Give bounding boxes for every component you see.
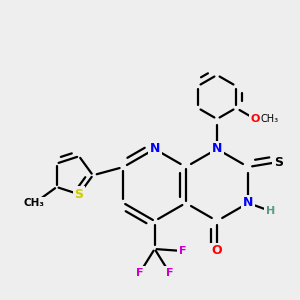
Text: S: S xyxy=(274,155,283,169)
Text: F: F xyxy=(179,246,186,256)
Text: O: O xyxy=(212,244,222,257)
Text: N: N xyxy=(212,142,222,155)
Text: CH₃: CH₃ xyxy=(23,199,44,208)
Text: S: S xyxy=(74,188,83,201)
Text: F: F xyxy=(166,268,173,278)
Text: F: F xyxy=(136,268,143,278)
Text: N: N xyxy=(243,196,254,209)
Text: CH₃: CH₃ xyxy=(260,114,278,124)
Text: N: N xyxy=(149,142,160,155)
Text: H: H xyxy=(266,206,275,216)
Text: O: O xyxy=(250,114,260,124)
